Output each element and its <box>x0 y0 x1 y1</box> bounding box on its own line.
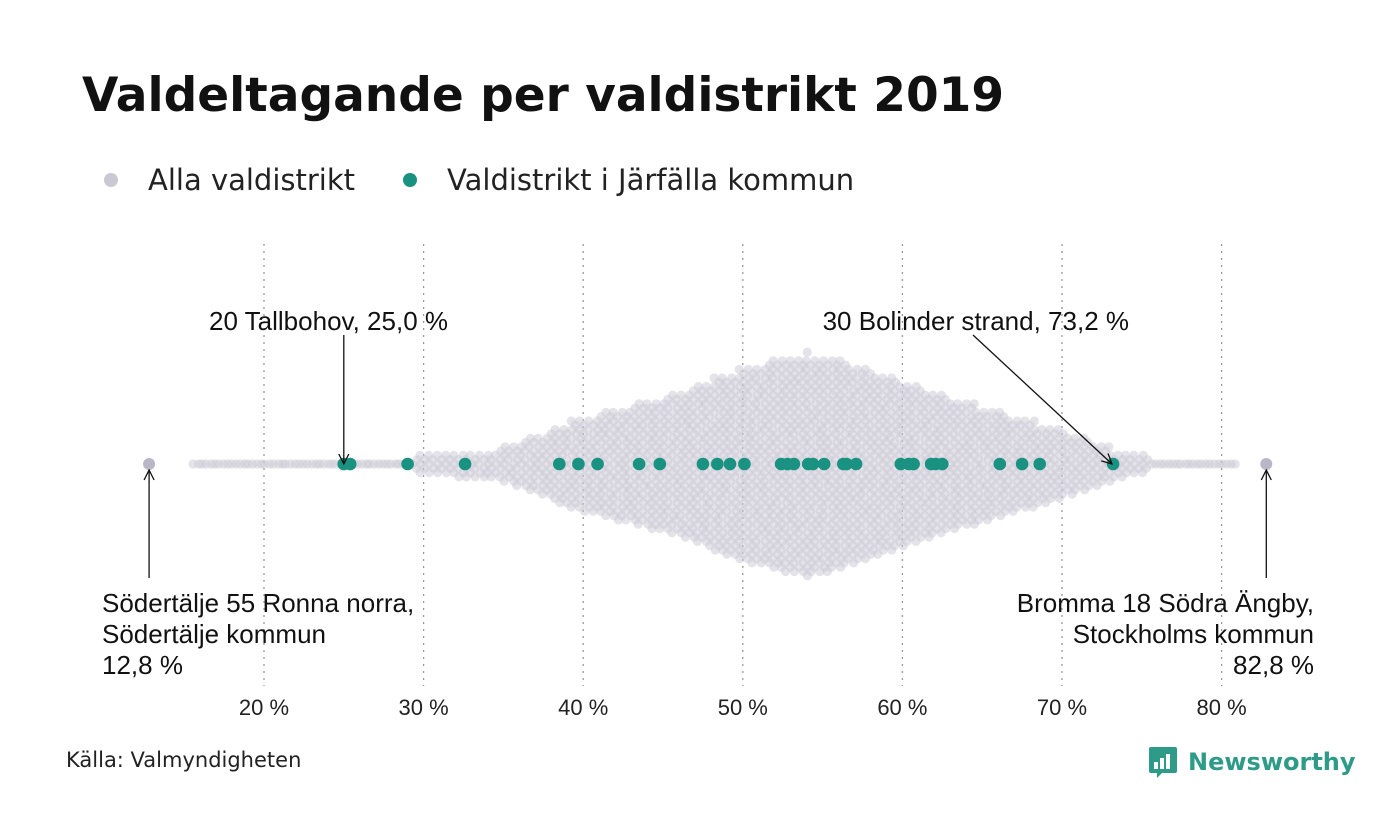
annotation-line: Södertälje kommun <box>102 619 326 649</box>
chart-title: Valdeltagande per valdistrikt 2019 <box>82 68 1005 123</box>
jarfalla-point <box>1015 457 1029 471</box>
jarfalla-point <box>1106 457 1120 471</box>
jarfalla-point <box>572 457 585 471</box>
x-tick-label: 30 % <box>399 695 449 720</box>
annotation-line: Södertälje 55 Ronna norra, <box>102 588 414 618</box>
annotation-line: Bromma 18 Södra Ängby, <box>1017 588 1314 618</box>
swarm-point <box>1029 416 1039 426</box>
brand-name: Newsworthy <box>1188 748 1356 776</box>
extreme-points <box>143 458 1273 470</box>
x-tick-label: 60 % <box>877 695 927 720</box>
x-tick-label: 80 % <box>1197 695 1247 720</box>
annotation-label: Bromma 18 Södra Ängby, Stockholms kommun 8… <box>1017 588 1314 680</box>
annotation-line: Stockholms kommun <box>1073 619 1314 649</box>
x-tick-label: 70 % <box>1037 695 1087 720</box>
jarfalla-point <box>653 457 667 471</box>
x-tick-label: 50 % <box>718 695 768 720</box>
swarm-point <box>1104 442 1114 452</box>
legend-marker-all <box>104 173 118 187</box>
jarfalla-point <box>849 457 863 471</box>
jarfalla-point <box>787 457 801 471</box>
jarfalla-points <box>337 457 1120 471</box>
annotation-label: 20 Tallbohov, 25,0 % <box>209 306 448 336</box>
jarfalla-point <box>817 457 831 471</box>
jarfalla-point <box>907 457 920 471</box>
legend-item-all: Alla valdistrikt <box>104 163 355 197</box>
jarfalla-point <box>738 457 751 471</box>
jarfalla-point <box>553 457 566 471</box>
annotation-arrow <box>972 334 1112 464</box>
extreme-point <box>143 458 156 470</box>
annotation-line: 82,8 % <box>1233 650 1314 680</box>
annotations: 20 Tallbohov, 25,0 % 30 Bolinder strand, … <box>102 306 1314 680</box>
swarm-point <box>969 399 979 409</box>
all-districts-swarm <box>188 347 1240 581</box>
legend-label-jarfalla: Valdistrikt i Järfälla kommun <box>447 163 855 197</box>
extreme-point <box>1260 458 1273 470</box>
x-axis-tick-labels: 20 % 30 % 40 % 50 % 60 % 70 % 80 % <box>239 695 1247 720</box>
annotation-line: 30 Bolinder strand, 73,2 % <box>823 306 1129 336</box>
annotation-label: 30 Bolinder strand, 73,2 % <box>823 306 1129 336</box>
jarfalla-point <box>806 457 820 471</box>
annotation-label: Södertälje 55 Ronna norra, Södertälje kom… <box>102 588 414 680</box>
swarm-point <box>1230 459 1240 469</box>
jarfalla-point <box>1033 457 1046 471</box>
x-tick-label: 40 % <box>558 695 608 720</box>
legend: Alla valdistrikt Valdistrikt i Järfälla … <box>104 160 902 200</box>
jarfalla-point <box>591 457 604 471</box>
swarm-point <box>802 347 812 357</box>
legend-label-all: Alla valdistrikt <box>148 163 356 197</box>
jarfalla-point <box>632 457 646 471</box>
jarfalla-point <box>840 457 853 471</box>
annotation-line: 12,8 % <box>102 650 183 680</box>
jarfalla-point <box>696 457 710 471</box>
jarfalla-point <box>723 457 737 471</box>
bar-chart-speech-bubble-icon <box>1149 747 1177 778</box>
x-tick-label: 20 % <box>239 695 289 720</box>
brand[interactable]: Newsworthy <box>1148 742 1356 782</box>
legend-marker-jarfalla <box>403 173 418 187</box>
jarfalla-point <box>343 457 357 471</box>
jarfalla-point <box>458 457 472 471</box>
jarfalla-point <box>711 457 724 471</box>
jarfalla-point <box>401 457 414 471</box>
jarfalla-point <box>993 457 1007 471</box>
source-note: Källa: Valmyndigheten <box>66 748 302 772</box>
legend-item-jarfalla: Valdistrikt i Järfälla kommun <box>403 163 854 197</box>
annotation-line: 20 Tallbohov, 25,0 % <box>209 306 448 336</box>
jarfalla-point <box>936 457 949 471</box>
